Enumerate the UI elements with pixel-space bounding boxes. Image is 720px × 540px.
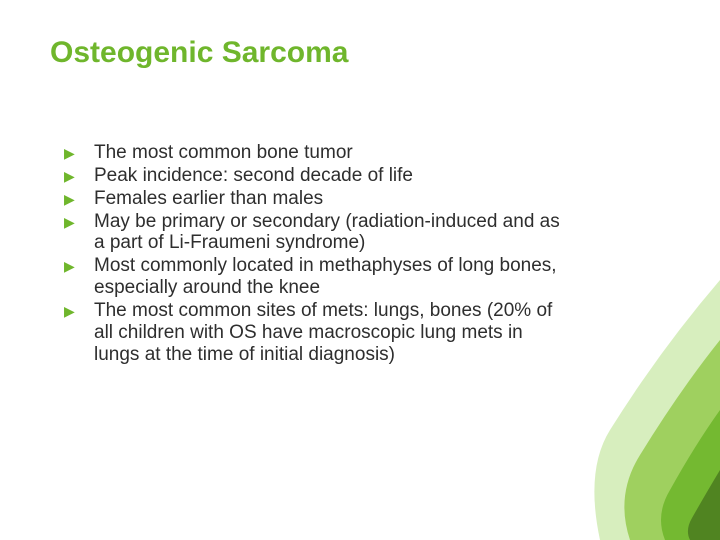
list-item: ▶ The most common sites of mets: lungs, … (64, 300, 560, 366)
bullet-text: Females earlier than males (94, 188, 323, 209)
slide-title: Osteogenic Sarcoma (50, 36, 670, 70)
bullet-text: The most common bone tumor (94, 142, 353, 163)
bullet-text: Most commonly located in methaphyses of … (94, 255, 557, 298)
bullet-text: The most common sites of mets: lungs, bo… (94, 300, 552, 365)
bullet-marker-icon: ▶ (64, 168, 75, 184)
bullet-marker-icon: ▶ (64, 303, 75, 319)
bullet-text: Peak incidence: second decade of life (94, 165, 413, 186)
bullet-text: May be primary or secondary (radiation-i… (94, 211, 560, 254)
bullet-marker-icon: ▶ (64, 258, 75, 274)
list-item: ▶ Most commonly located in methaphyses o… (64, 255, 560, 299)
slide: Osteogenic Sarcoma ▶ The most common bon… (0, 0, 720, 540)
bullet-marker-icon: ▶ (64, 145, 75, 161)
list-item: ▶ The most common bone tumor (64, 142, 560, 164)
list-item: ▶ May be primary or secondary (radiation… (64, 211, 560, 255)
bullet-marker-icon: ▶ (64, 191, 75, 207)
list-item: ▶ Females earlier than males (64, 188, 560, 210)
list-item: ▶ Peak incidence: second decade of life (64, 165, 560, 187)
bullet-marker-icon: ▶ (64, 214, 75, 230)
bullet-list: ▶ The most common bone tumor ▶ Peak inci… (50, 142, 560, 365)
